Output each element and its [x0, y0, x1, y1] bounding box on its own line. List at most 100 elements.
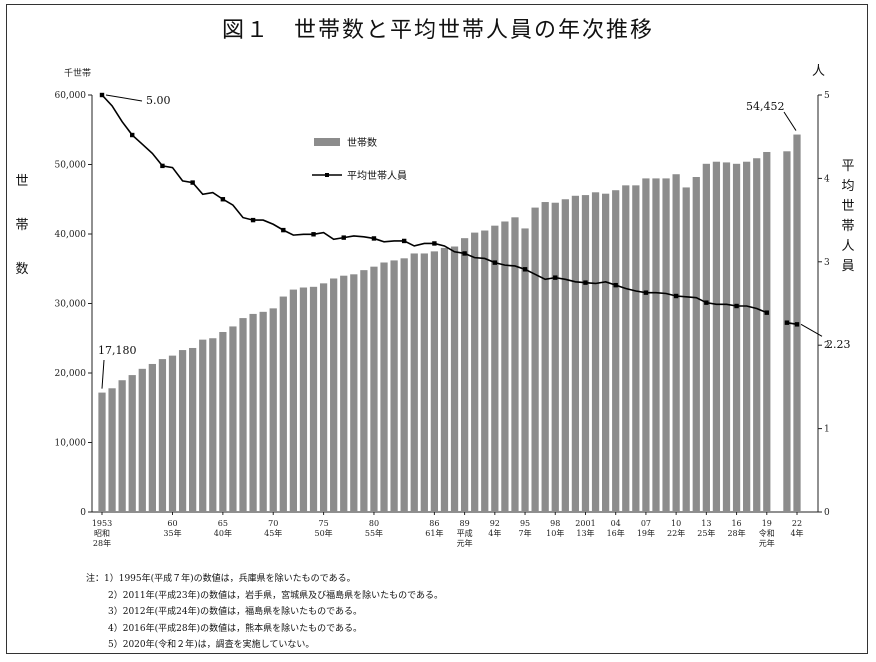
right-tick-label: 4: [824, 174, 830, 184]
x-tick-label: 98: [550, 519, 560, 528]
bar: [743, 161, 751, 512]
x-tick-label: 16: [731, 519, 741, 528]
bar: [118, 380, 126, 512]
line-marker: [704, 300, 709, 305]
bar: [551, 202, 559, 512]
x-tick-label: 16年: [607, 528, 625, 538]
x-tick-label: 50年: [315, 528, 333, 538]
left-tick-label: 60,000: [55, 91, 87, 101]
x-tick-label: 平成: [457, 528, 473, 538]
callout-last-households: 54,452: [746, 100, 785, 113]
x-tick-label: 22年: [667, 528, 685, 538]
bar: [189, 347, 197, 512]
bar: [219, 331, 227, 512]
bar: [682, 187, 690, 512]
x-tick-label: 95: [520, 519, 530, 528]
bar: [612, 190, 620, 512]
x-tick-label: 元年: [457, 538, 473, 548]
line-marker: [673, 293, 679, 299]
x-tick-label: 28年: [93, 538, 111, 548]
line-marker: [794, 322, 800, 327]
x-tick-label: 45年: [264, 528, 282, 538]
left-tick-label: 40,000: [55, 230, 87, 240]
line-layer: [99, 92, 800, 327]
x-tick-label: 10年: [546, 528, 564, 538]
x-tick-label: 13: [701, 519, 711, 528]
legend-bar-swatch: [314, 138, 340, 146]
left-tick-label: 20,000: [55, 369, 87, 379]
bar: [501, 221, 509, 513]
left-tick-label: 10,000: [55, 439, 87, 449]
legend-bar-label: 世帯数: [347, 136, 377, 149]
callout-last-avg: 2.23: [826, 338, 851, 351]
bar: [148, 363, 156, 512]
bar: [340, 275, 348, 512]
bar: [732, 163, 741, 512]
bar: [158, 359, 167, 512]
right-axis-label-char: 平: [841, 159, 854, 174]
note-line: 2）2011年(平成23年)の数値は，岩手県，宮城県及び福島県を除いたものである…: [108, 590, 444, 601]
notes: 注：1）1995年(平成７年)の数値は，兵庫県を除いたものである。 2）2011年…: [86, 571, 443, 654]
bar: [601, 193, 610, 512]
left-tick-label: 50,000: [55, 161, 87, 171]
x-tick-label: 55年: [365, 528, 383, 538]
bars-layer: [98, 134, 801, 513]
bar: [541, 202, 549, 512]
callout-arrow: [800, 323, 823, 337]
bar: [531, 207, 539, 512]
bar: [491, 225, 499, 512]
line-marker: [643, 290, 649, 295]
x-tick-label: 89: [460, 519, 470, 528]
x-tick-label: 86: [429, 519, 439, 528]
bar: [289, 289, 298, 512]
right-axis-label-char: 帯: [841, 219, 854, 234]
bar: [450, 246, 459, 512]
x-tick-label: 60: [167, 519, 177, 528]
right-tick-label: 0: [824, 508, 830, 518]
line-marker: [583, 280, 588, 285]
bar: [360, 270, 368, 512]
bar: [581, 195, 590, 512]
bar: [249, 313, 257, 512]
left-axis-label-char: 帯: [15, 218, 28, 233]
line-marker: [99, 92, 105, 98]
bar: [662, 178, 670, 512]
bar: [652, 178, 660, 512]
x-tick-label: 07: [641, 519, 651, 528]
x-tick-label: 7年: [518, 528, 531, 538]
bar: [481, 230, 489, 512]
bar: [420, 253, 428, 512]
callout-arrow: [105, 94, 143, 102]
bar: [692, 177, 700, 512]
x-tick-label: 22: [792, 519, 802, 528]
x-tick-label: 19: [762, 519, 772, 528]
x-tick-label: 25年: [697, 528, 715, 538]
x-tick-label: 61年: [425, 528, 443, 538]
x-tick-label: 4年: [488, 528, 501, 538]
x-tick-label: 13年: [576, 528, 594, 538]
bar: [672, 174, 680, 513]
bar: [330, 278, 338, 512]
right-tick-label: 2: [824, 341, 830, 351]
note-line: 5）2020年(令和２年)は，調査を実施していない。: [108, 640, 315, 650]
line-marker: [371, 236, 377, 241]
bar: [128, 375, 136, 512]
left-tick-label: 30,000: [55, 300, 87, 310]
note-line: 4）2016年(平成28年)の数値は，熊本県を除いたものである。: [108, 623, 363, 634]
bar: [712, 161, 721, 512]
x-tick-label: 4年: [790, 528, 803, 538]
x-tick-label: 70: [268, 519, 278, 528]
bar: [632, 185, 640, 512]
bar: [622, 185, 630, 512]
right-axis-label-char: 員: [841, 259, 854, 274]
bar: [319, 283, 328, 512]
bar: [279, 296, 287, 512]
line-marker: [190, 180, 195, 185]
line-marker: [522, 267, 528, 272]
note-line: 3）2012年(平成24年)の数値は，福島県を除いたものである。: [108, 607, 363, 617]
x-tick-label: 昭和: [94, 529, 110, 538]
bar: [753, 158, 761, 512]
right-axis-label-char: 人: [841, 239, 854, 254]
x-tick-label: 1953: [92, 519, 112, 528]
line-marker: [311, 232, 316, 237]
